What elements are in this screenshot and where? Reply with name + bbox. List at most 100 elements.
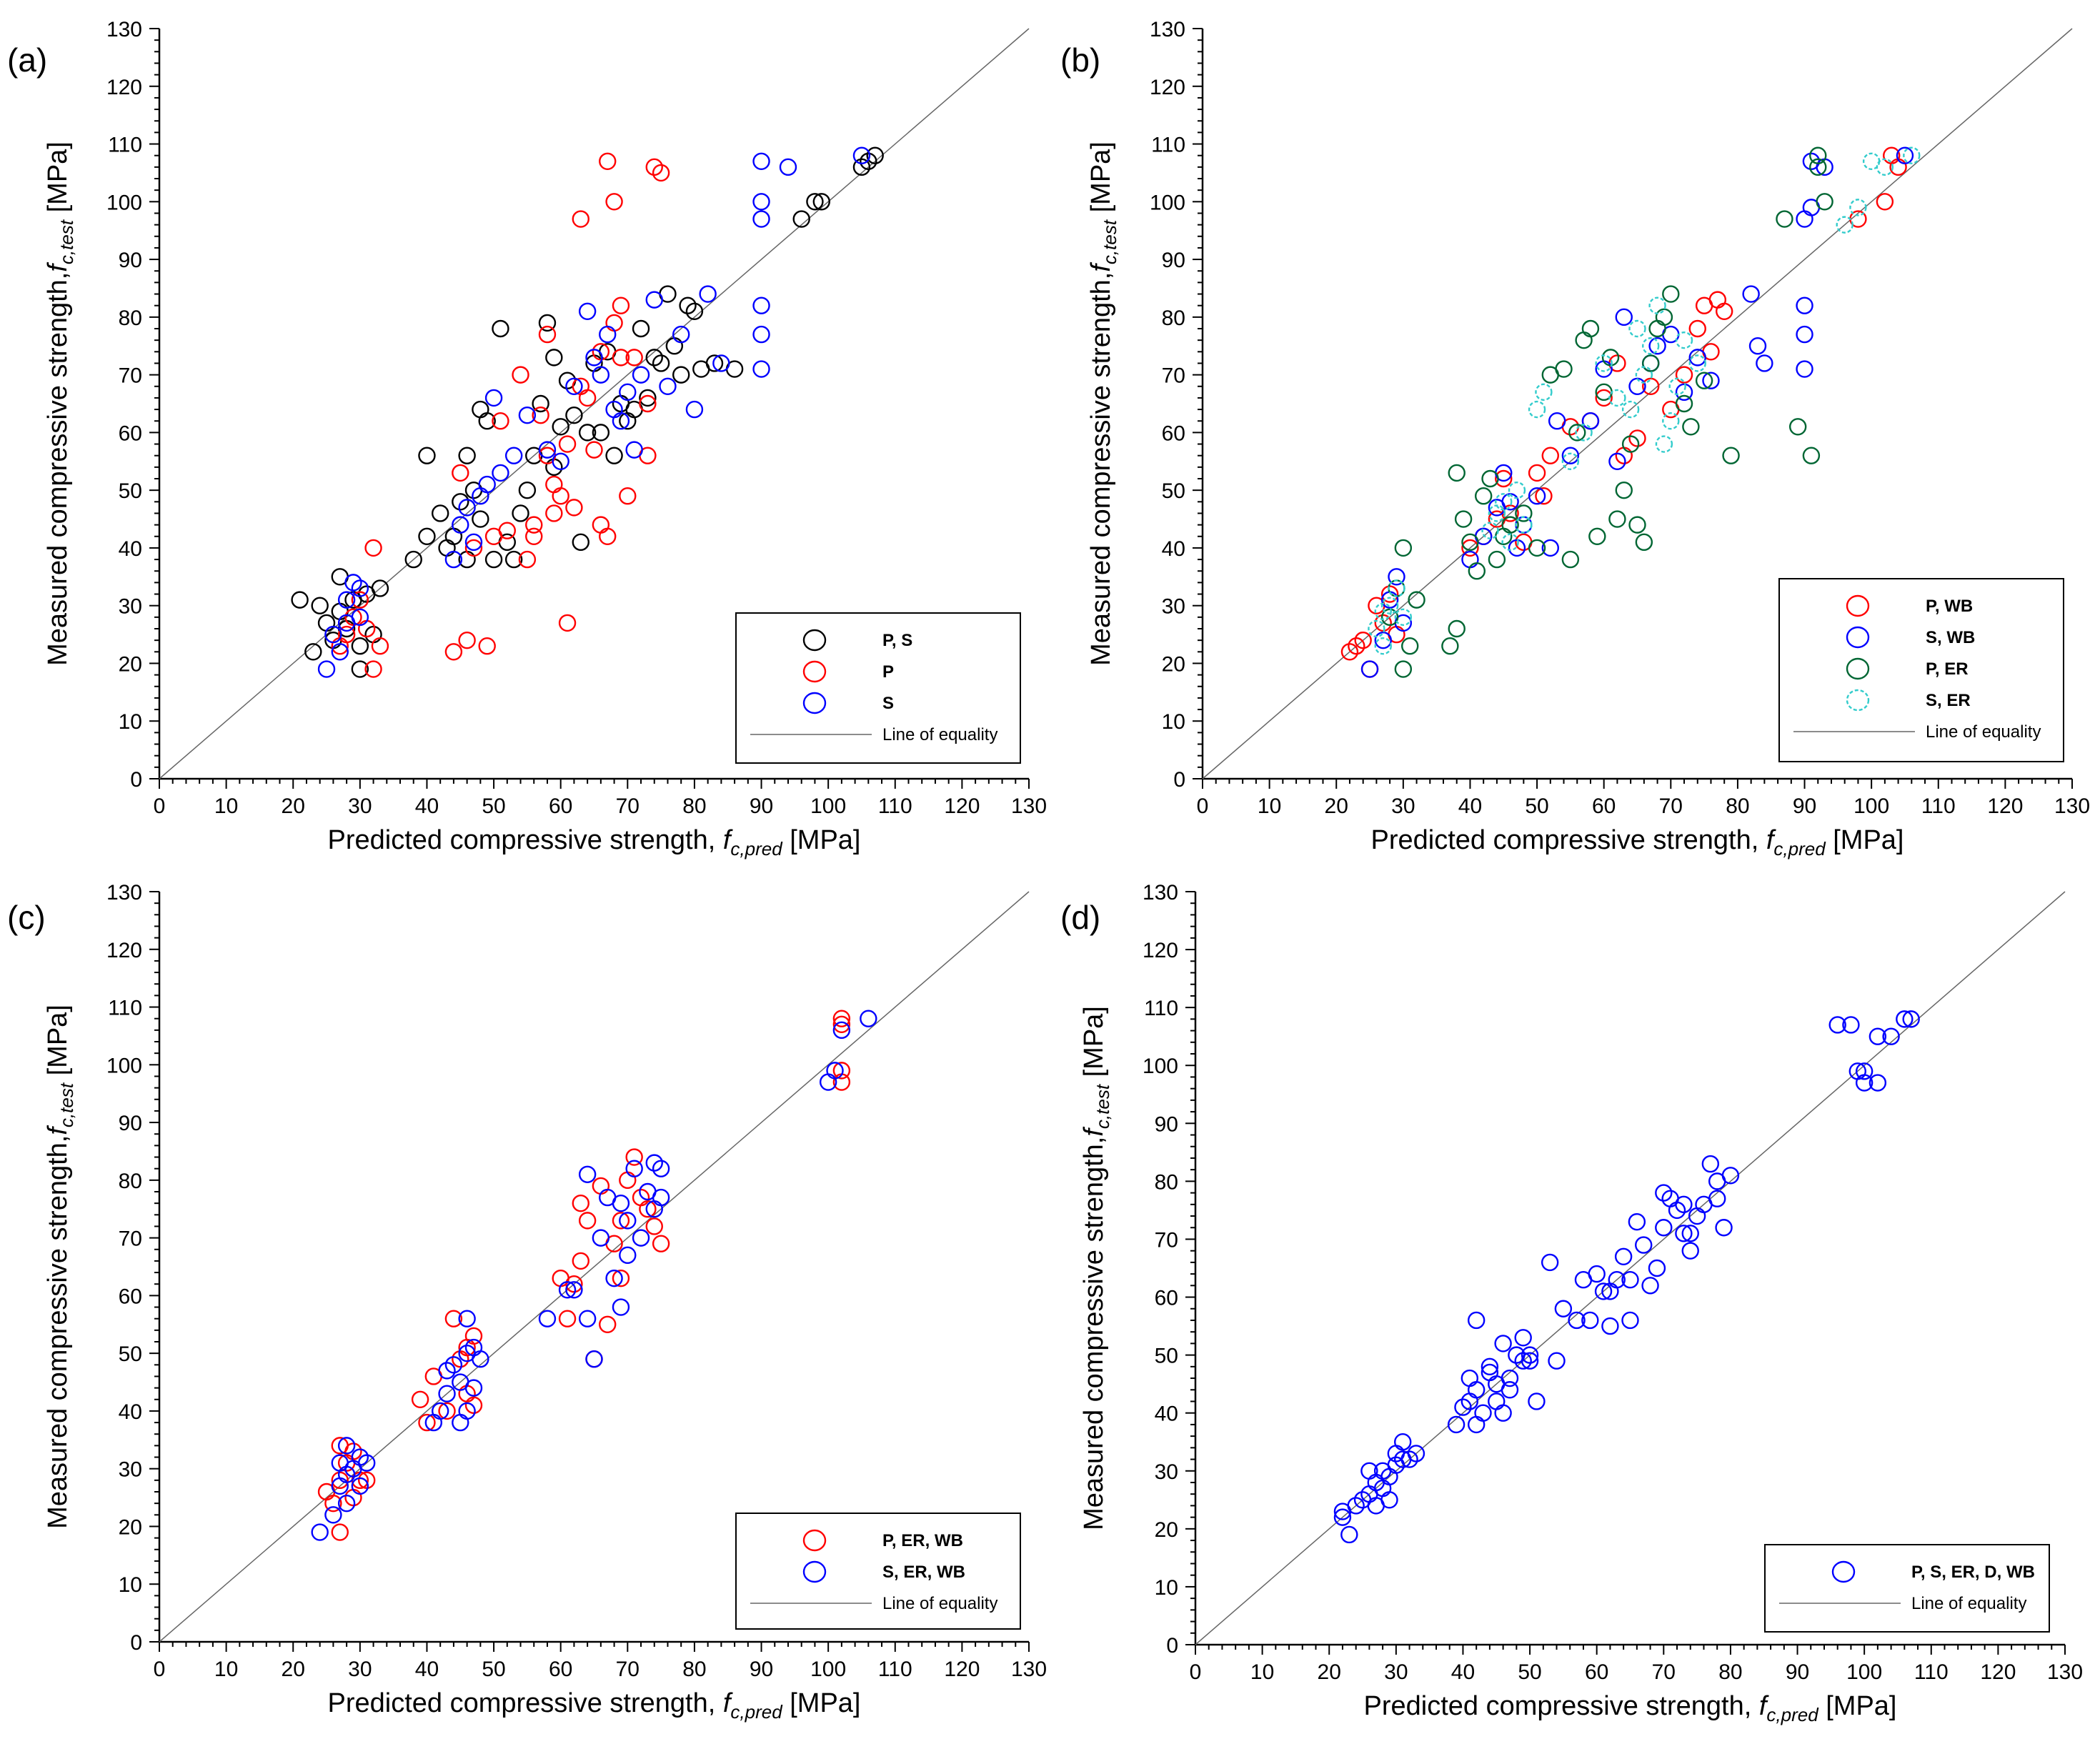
data-point	[1528, 539, 1546, 557]
data-point	[812, 193, 830, 211]
y-tick-label: 90	[119, 249, 142, 272]
data-point	[1348, 637, 1365, 655]
data-point	[605, 447, 623, 464]
data-point	[1575, 424, 1593, 442]
y-tick-label: 30	[1162, 595, 1185, 619]
legend-marker	[802, 692, 827, 714]
data-point	[632, 319, 650, 338]
data-point	[625, 1148, 643, 1166]
y-tick-label: 100	[106, 191, 142, 214]
data-point	[452, 464, 469, 482]
data-point	[565, 1281, 583, 1299]
data-point	[492, 319, 509, 338]
data-point	[578, 1212, 597, 1230]
x-tick-label: 130	[1011, 1658, 1047, 1681]
series-p-er	[1380, 146, 1833, 678]
legend-equality-label: Line of equality	[1911, 1594, 2026, 1613]
y-tick-label: 20	[119, 652, 142, 676]
legend-label: P, ER	[1926, 659, 1969, 679]
data-point	[464, 533, 483, 552]
data-point	[1662, 285, 1680, 303]
data-point	[291, 591, 309, 609]
legend-marker	[802, 660, 827, 683]
data-point	[351, 637, 369, 655]
data-point	[1374, 602, 1392, 620]
data-point	[1648, 1259, 1666, 1277]
data-point	[1495, 469, 1513, 488]
data-point	[438, 1362, 456, 1380]
y-tick-label: 130	[106, 18, 142, 41]
data-point	[1581, 412, 1600, 430]
data-point	[558, 1281, 577, 1299]
data-point	[337, 591, 356, 609]
data-point	[592, 1229, 610, 1247]
x-tick-label: 90	[750, 1658, 773, 1681]
data-point	[1488, 1392, 1506, 1410]
x-tick-label: 0	[1197, 794, 1209, 818]
legend-label: P, S, ER, D, WB	[1911, 1563, 2035, 1582]
y-tick-label: 90	[1162, 249, 1185, 272]
data-point	[659, 377, 677, 395]
data-point	[572, 210, 589, 228]
data-point	[612, 1212, 630, 1230]
data-point	[371, 579, 389, 597]
data-point	[1514, 1329, 1532, 1347]
y-tick-label: 120	[106, 76, 142, 99]
data-point	[1628, 429, 1646, 447]
data-point	[472, 1350, 489, 1368]
data-point	[431, 504, 449, 522]
x-tick-label: 60	[549, 794, 572, 818]
data-point	[1855, 1062, 1873, 1080]
data-point	[1601, 1317, 1619, 1335]
data-point	[324, 1494, 342, 1513]
data-point	[1595, 389, 1613, 407]
y-tick-label: 110	[1144, 997, 1178, 1020]
data-point	[418, 1413, 436, 1432]
x-tick-label: 80	[682, 1658, 706, 1681]
data-point	[1675, 1225, 1693, 1242]
data-point	[599, 325, 617, 344]
data-point	[585, 441, 603, 459]
data-point	[458, 1310, 476, 1327]
data-point	[552, 487, 569, 505]
legend-marker	[802, 629, 827, 652]
data-point	[518, 481, 537, 499]
data-point	[639, 1200, 657, 1218]
data-point	[1467, 1311, 1486, 1330]
data-point	[492, 412, 509, 430]
x-axis-title: Predicted compressive strength, fc,pred …	[1364, 1691, 1897, 1725]
data-point	[324, 1506, 342, 1524]
y-tick-label: 0	[130, 1631, 142, 1655]
data-point	[1481, 522, 1499, 539]
data-point	[1501, 1369, 1519, 1387]
data-point	[639, 389, 657, 407]
data-point	[418, 527, 436, 545]
data-point	[1354, 631, 1372, 649]
x-tick-label: 110	[878, 1658, 912, 1681]
y-tick-label: 0	[130, 768, 142, 792]
data-point	[612, 297, 630, 314]
data-point	[1561, 550, 1580, 569]
data-point	[1494, 1404, 1512, 1422]
data-point	[304, 643, 322, 661]
x-tick-label: 10	[214, 1658, 238, 1681]
legend-box	[1764, 1544, 2050, 1633]
line-of-equality	[159, 891, 1030, 1643]
x-tick-label: 30	[348, 794, 372, 818]
data-point	[512, 366, 529, 384]
x-tick-label: 70	[616, 794, 640, 818]
data-point	[612, 412, 630, 430]
data-point	[1615, 447, 1633, 464]
data-point	[1642, 354, 1660, 372]
chart-panel-d: (d) 0 10 20 30 40 50 60 70 80 90 100 110 120 130 0 10 20 3…	[1060, 881, 2083, 1725]
data-point	[558, 1310, 577, 1327]
data-point	[1394, 660, 1413, 678]
data-point	[1621, 400, 1640, 419]
data-point	[652, 1235, 670, 1252]
data-point	[1742, 285, 1760, 303]
data-point	[311, 597, 329, 614]
data-point	[1588, 527, 1606, 545]
data-point	[364, 625, 382, 644]
data-point	[1695, 372, 1713, 389]
data-point	[1380, 585, 1399, 603]
